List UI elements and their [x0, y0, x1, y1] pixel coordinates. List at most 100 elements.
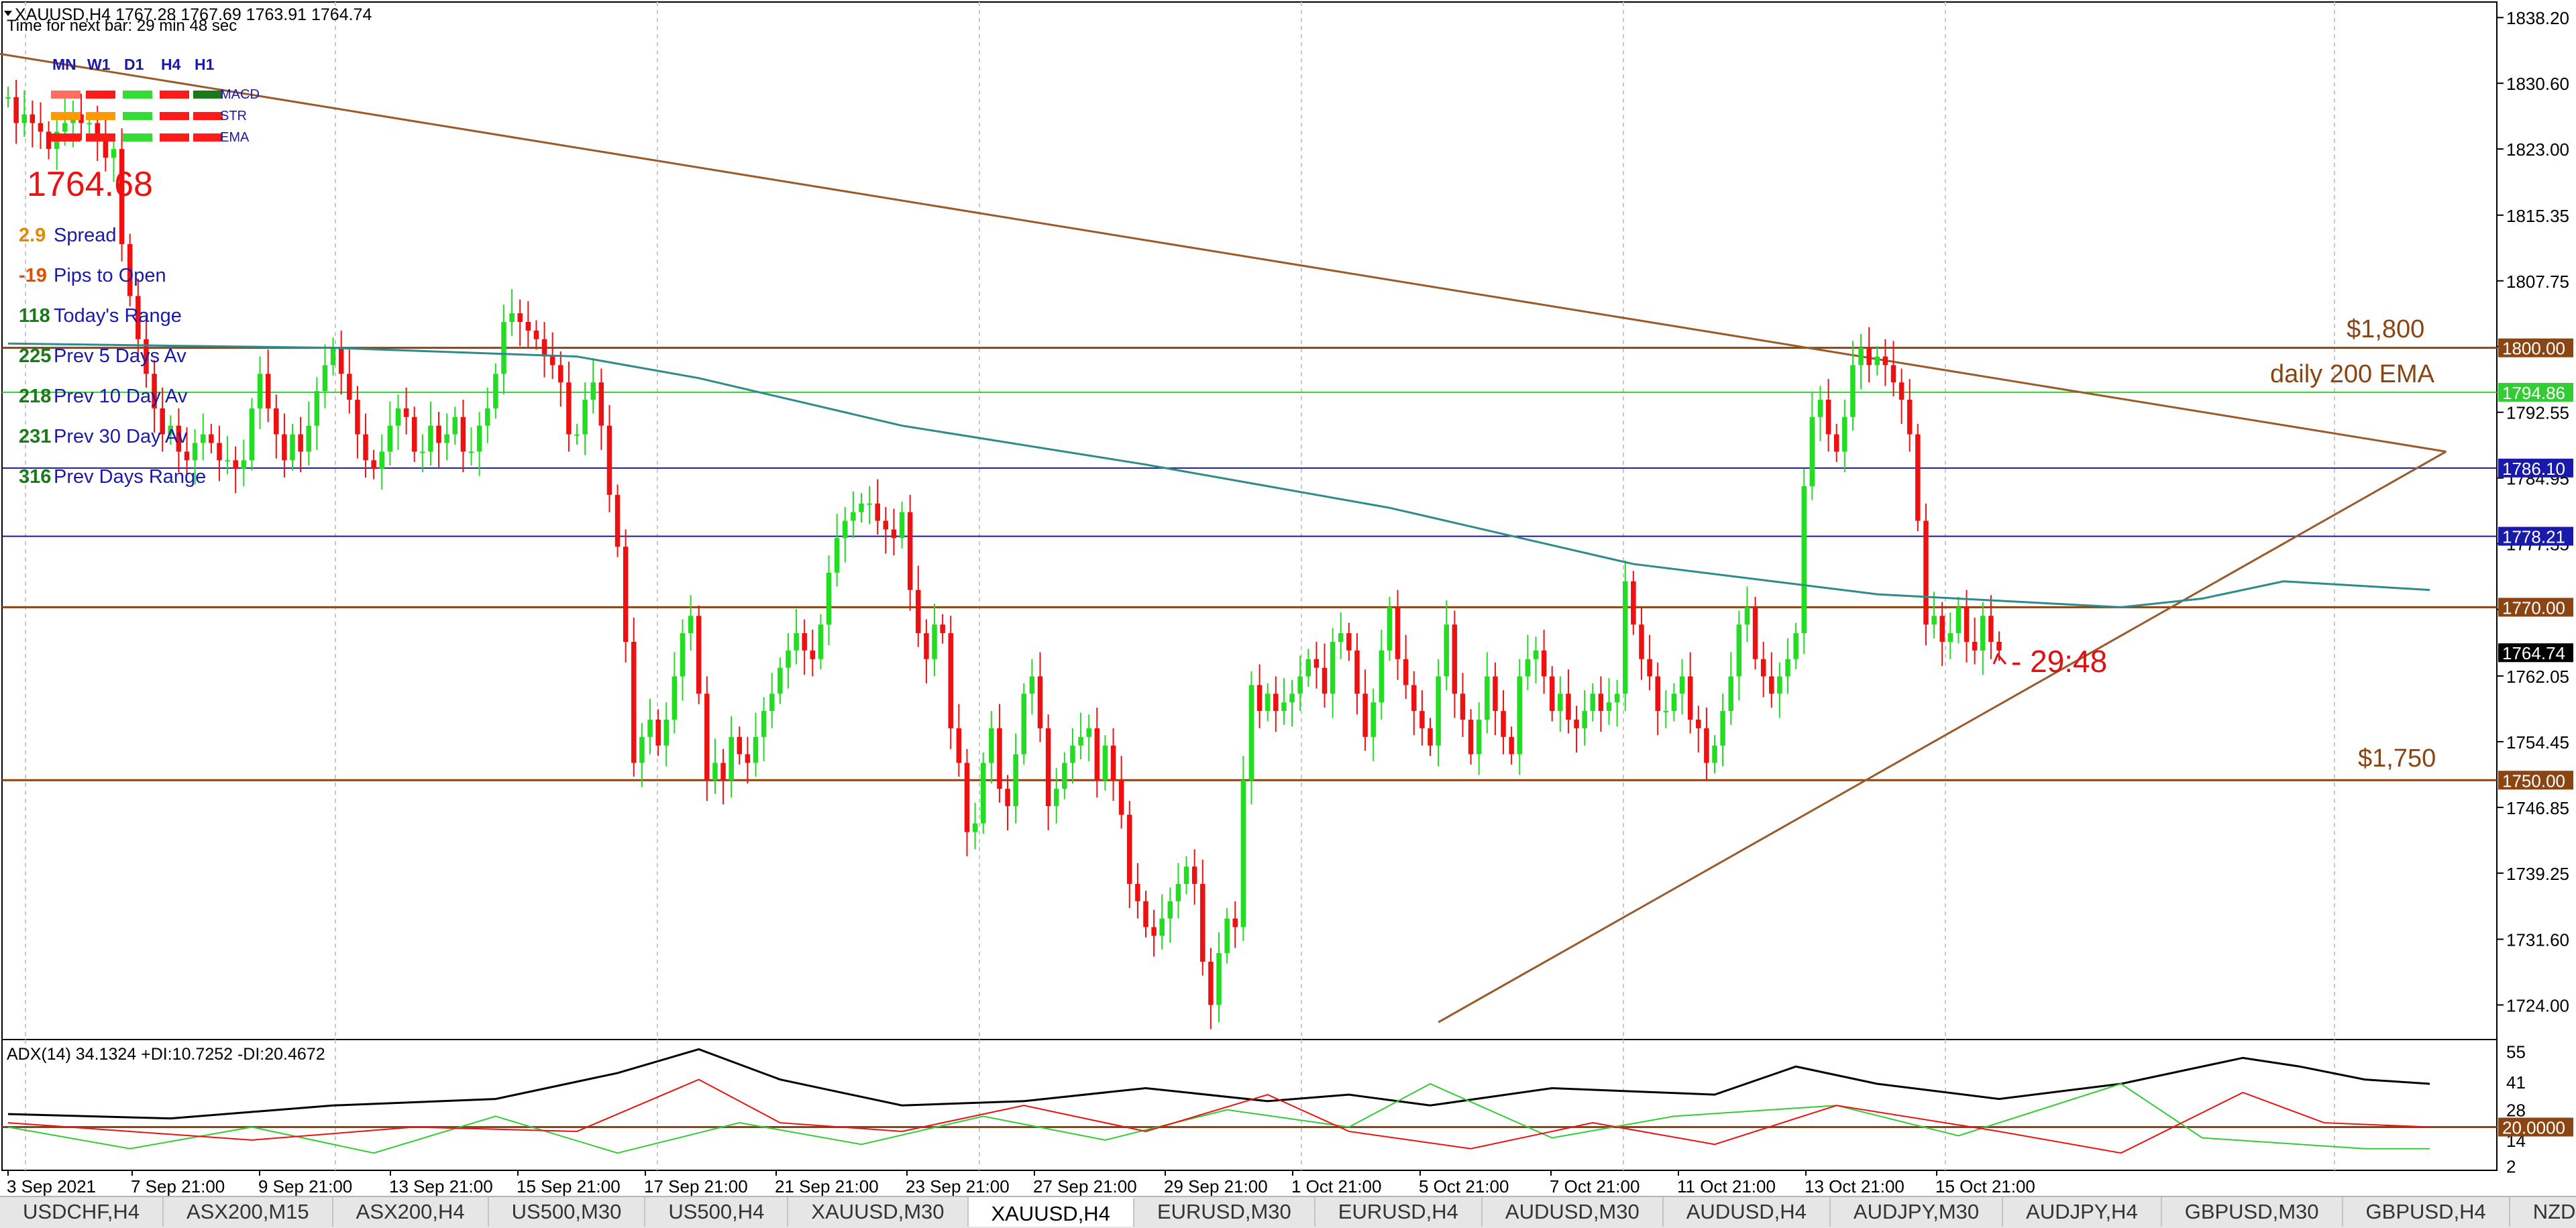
plus-di-line — [7, 1082, 2430, 1154]
chart-tab[interactable]: AUDJPY,H4 — [2003, 1197, 2162, 1227]
chart-canvas[interactable]: 1838.20 1830.60 1823.00 1815.35 1807.75 1800.… — [0, 0, 2576, 1196]
candle-body — [1501, 711, 1506, 737]
signal-dash — [123, 112, 152, 120]
candle-body — [639, 736, 645, 763]
candle-body — [533, 330, 539, 339]
price-axis-label: 1830.60 — [2506, 74, 2569, 94]
chart-tab-bar: USDCHF,H4 ASX200,M15 ASX200,H4 US500,M30 US5… — [0, 1196, 2576, 1228]
time-axis-label: 13 Oct 21:00 — [1805, 1176, 1904, 1196]
chart-tab[interactable]: EURUSD,H4 — [1316, 1197, 1483, 1227]
candle-body — [1037, 676, 1043, 728]
price-axis-label: 1815.35 — [2506, 206, 2569, 226]
trendline[interactable] — [1438, 451, 2447, 1023]
candle-body — [274, 408, 279, 435]
candle-body — [184, 451, 190, 461]
signal-row-label: STR — [220, 109, 247, 123]
current-price-text: 1764.74 — [2502, 643, 2565, 663]
candle-body — [509, 313, 515, 322]
price-label-box — [2498, 458, 2573, 478]
candle-body — [200, 434, 206, 443]
candle-body — [387, 425, 393, 452]
time-axis-label: 13 Sep 21:00 — [389, 1176, 493, 1196]
collapse-triangle-icon[interactable] — [4, 11, 12, 16]
signal-dash — [86, 112, 115, 120]
chart-tab[interactable]: US500,H4 — [645, 1197, 789, 1227]
price-label-text: 1778.21 — [2502, 527, 2565, 547]
candle-body — [403, 408, 409, 417]
candle-body — [347, 374, 352, 400]
candle-body — [1582, 711, 1587, 728]
candle-body — [46, 131, 52, 150]
chart-tab[interactable]: XAUUSD,M30 — [788, 1197, 969, 1227]
indicator-axis-label: 28 — [2506, 1101, 2526, 1121]
candle-body — [997, 728, 1002, 789]
candle-body — [1785, 659, 1790, 677]
candle-body — [907, 512, 913, 590]
adx-line — [7, 1048, 2430, 1120]
signal-row-label: MACD — [220, 87, 260, 102]
chart-tab[interactable]: AUDUSD,M30 — [1483, 1197, 1664, 1227]
chart-tab[interactable]: GBPUSD,M30 — [2162, 1197, 2343, 1227]
candle-body — [1175, 883, 1181, 901]
candle-body — [1777, 676, 1782, 694]
candle-body — [1118, 780, 1124, 815]
candle-body — [1996, 641, 2002, 651]
candle-body — [720, 763, 726, 781]
candle-body — [1256, 685, 1263, 712]
signal-timeframe-label: W1 — [87, 56, 111, 73]
candle-body — [355, 400, 360, 435]
price-axis-label: 1838.20 — [2506, 8, 2569, 28]
chart-tab[interactable]: US500,M30 — [489, 1197, 646, 1227]
candle-body — [501, 321, 506, 374]
candle-body — [314, 391, 320, 426]
chart-tab[interactable]: AUDJPY,M30 — [1831, 1197, 2004, 1227]
level-1800-annotation: $1,800 — [2347, 315, 2424, 343]
chart-tab[interactable]: USDCHF,H4 — [0, 1197, 164, 1227]
indicator-frame — [1, 1039, 2498, 1171]
level-1750-annotation: $1,750 — [2358, 744, 2436, 773]
candle-body — [1485, 676, 1490, 720]
candle-body — [1801, 486, 1807, 634]
candle-body — [420, 451, 425, 453]
candle-body — [306, 425, 311, 452]
candle-body — [1305, 659, 1311, 677]
candle-body — [493, 374, 498, 408]
candle-body — [574, 434, 580, 436]
candle-body — [241, 460, 247, 469]
trendline[interactable] — [0, 52, 2447, 453]
candle-body — [1224, 918, 1230, 954]
candle-body — [1566, 693, 1571, 720]
chart-tab[interactable]: GBPUSD,H4 — [2343, 1197, 2510, 1227]
candle-body — [1013, 754, 1018, 806]
signal-dash — [193, 91, 223, 99]
candle-body — [525, 321, 531, 331]
signal-timeframe-label: H1 — [195, 56, 215, 73]
candle-body — [111, 149, 117, 158]
chart-tab[interactable]: EURUSD,M30 — [1134, 1197, 1316, 1227]
candle-body — [1696, 720, 1701, 728]
indicator-axis-label: 41 — [2506, 1072, 2526, 1093]
candle-body — [818, 624, 824, 659]
candle-body — [1338, 633, 1344, 642]
candle-body — [899, 512, 905, 539]
candle-body — [1882, 356, 1888, 366]
candle-body — [265, 374, 271, 408]
candle-body — [834, 538, 840, 573]
signal-row-label: EMA — [220, 130, 250, 145]
candle-body — [78, 114, 84, 123]
signal-timeframe-label: H4 — [161, 56, 181, 73]
chart-tab[interactable]: ASX200,H4 — [333, 1197, 489, 1227]
candle-body — [647, 720, 653, 737]
chart-tab[interactable]: NZDUSD,M30 — [2510, 1197, 2576, 1227]
signal-dash — [51, 91, 80, 99]
candle-body — [298, 434, 303, 452]
candle-body — [249, 408, 255, 461]
time-axis-label: 21 Sep 21:00 — [775, 1176, 879, 1196]
candle-body — [590, 382, 596, 400]
candle-body — [1045, 728, 1051, 806]
chart-tab[interactable]: ASX200,M15 — [164, 1197, 333, 1227]
chart-tab[interactable]: XAUUSD,H4 — [968, 1197, 1134, 1227]
candle-body — [696, 616, 702, 694]
chart-tab[interactable]: AUDUSD,H4 — [1664, 1197, 1831, 1227]
